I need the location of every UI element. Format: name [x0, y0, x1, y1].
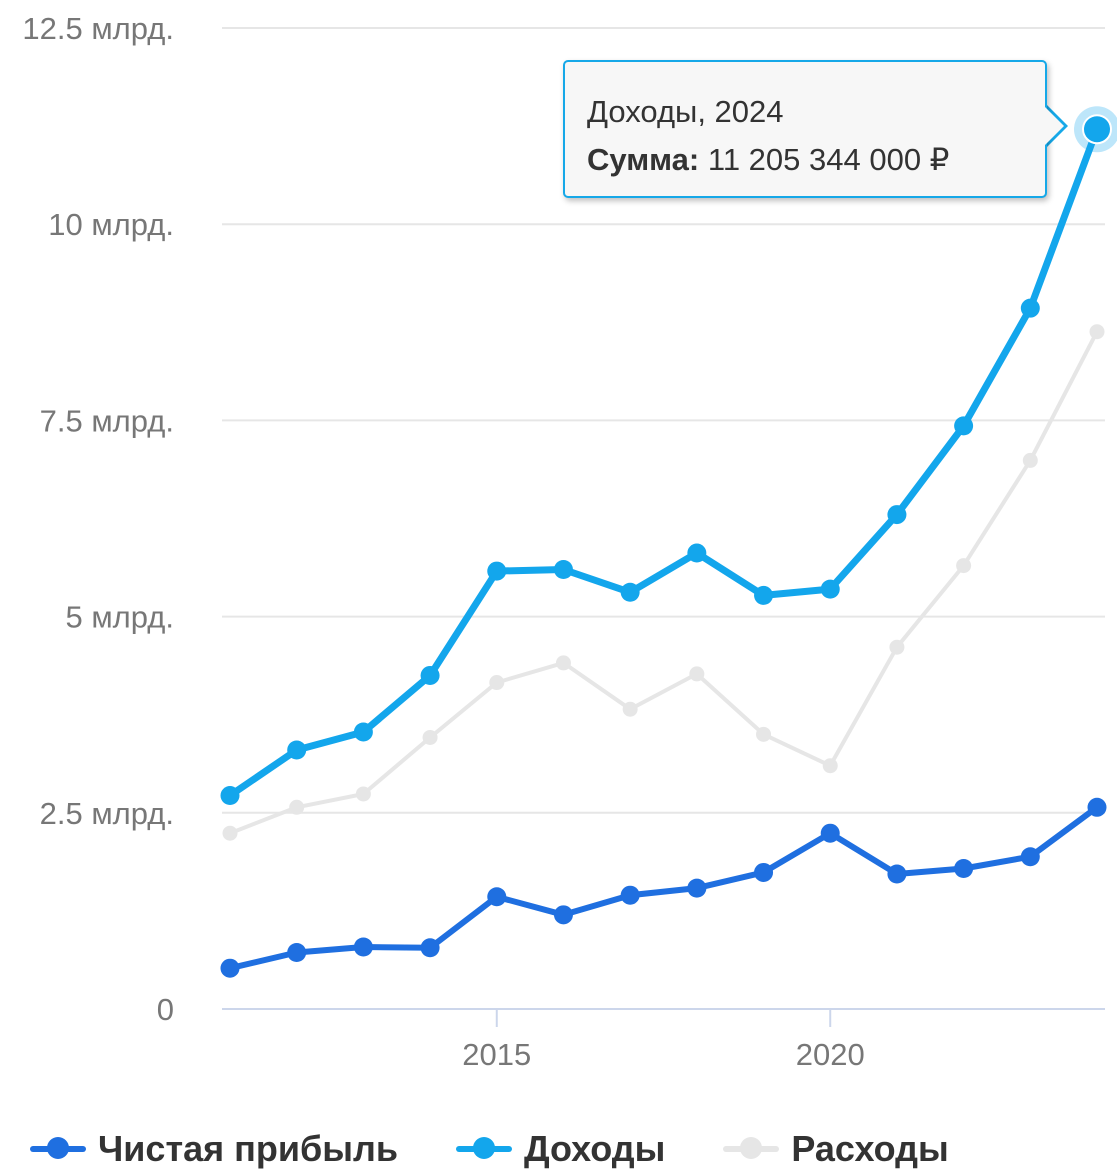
- data-point[interactable]: [553, 560, 573, 580]
- data-point[interactable]: [1020, 298, 1040, 318]
- legend-symbol: [723, 1137, 780, 1161]
- line-chart: 0 2.5 млрд. 5 млрд. 7.5 млрд. 10 млрд. 12.5 м…: [22, 11, 1117, 1072]
- data-point[interactable]: [954, 859, 974, 879]
- data-point[interactable]: [956, 558, 972, 574]
- x-axis: 2015 2020: [462, 1009, 865, 1072]
- data-point[interactable]: [689, 666, 705, 682]
- data-point[interactable]: [620, 885, 640, 905]
- legend-dot: [47, 1137, 69, 1159]
- series-0: [222, 324, 1105, 841]
- data-point[interactable]: [1022, 452, 1038, 468]
- series-line: [228, 329, 1099, 836]
- data-point[interactable]: [422, 729, 438, 745]
- data-point[interactable]: [822, 758, 838, 774]
- data-point[interactable]: [222, 825, 238, 841]
- data-point[interactable]: [1087, 797, 1107, 817]
- data-point[interactable]: [687, 543, 707, 563]
- series-line: [227, 804, 1100, 972]
- data-point[interactable]: [287, 942, 307, 962]
- y-axis: 0 2.5 млрд. 5 млрд. 7.5 млрд. 10 млрд. 12.5 м…: [22, 11, 174, 1027]
- data-point[interactable]: [353, 937, 373, 957]
- tooltip-title: Доходы, 2024: [587, 94, 784, 129]
- hover-point[interactable]: [1082, 114, 1112, 145]
- legend-item-income[interactable]: Доходы: [455, 1128, 666, 1170]
- y-tick-label: 0: [157, 992, 174, 1027]
- legend-dot: [472, 1137, 495, 1159]
- data-point[interactable]: [220, 786, 240, 806]
- data-point[interactable]: [887, 864, 907, 884]
- data-point[interactable]: [553, 905, 573, 925]
- data-point[interactable]: [487, 887, 507, 907]
- legend-item-net-profit[interactable]: Чистая прибыль: [30, 1128, 398, 1170]
- data-point[interactable]: [622, 701, 638, 717]
- y-tick-label: 7.5 млрд.: [40, 403, 174, 438]
- legend-item-expenses[interactable]: Расходы: [723, 1128, 949, 1170]
- series-1: [220, 119, 1107, 806]
- legend: Чистая прибыль Доходы Расходы: [30, 1124, 1007, 1174]
- data-point[interactable]: [289, 799, 305, 815]
- x-tick-label: 2015: [462, 1037, 531, 1072]
- data-point[interactable]: [954, 416, 974, 436]
- data-point[interactable]: [353, 722, 373, 742]
- data-point[interactable]: [420, 938, 440, 958]
- grid: [222, 27, 1105, 1010]
- tooltip-value: 11 205 344 000 ₽: [707, 142, 950, 177]
- legend-symbol: [30, 1137, 86, 1161]
- y-tick-label: 10 млрд.: [48, 207, 174, 242]
- data-point[interactable]: [555, 655, 571, 671]
- data-point[interactable]: [889, 639, 905, 655]
- legend-symbol: [455, 1137, 512, 1161]
- data-point[interactable]: [687, 878, 707, 898]
- series-layer: [220, 119, 1107, 978]
- data-point[interactable]: [220, 958, 240, 978]
- y-tick-label: 12.5 млрд.: [22, 11, 174, 46]
- data-point[interactable]: [756, 726, 772, 742]
- data-point[interactable]: [820, 579, 840, 599]
- legend-label: Доходы: [523, 1128, 666, 1169]
- tooltip-value-line: Сумма: 11 205 344 000 ₽: [587, 136, 1045, 184]
- data-point[interactable]: [754, 862, 774, 882]
- series-line: [226, 125, 1101, 799]
- tooltip: Доходы, 2024 Сумма: 11 205 344 000 ₽: [563, 60, 1047, 198]
- legend-label: Расходы: [791, 1128, 949, 1169]
- data-point[interactable]: [820, 823, 840, 843]
- data-point[interactable]: [620, 582, 640, 602]
- y-tick-label: 2.5 млрд.: [40, 796, 174, 831]
- tooltip-arrow-inner: [1045, 107, 1064, 145]
- data-point[interactable]: [887, 505, 907, 525]
- data-point[interactable]: [287, 740, 307, 760]
- data-point[interactable]: [487, 561, 507, 581]
- data-point[interactable]: [420, 665, 440, 685]
- data-point[interactable]: [1020, 847, 1040, 867]
- data-point[interactable]: [754, 585, 774, 605]
- tooltip-label: Сумма:: [587, 142, 700, 177]
- y-tick-label: 5 млрд.: [66, 600, 175, 635]
- highlight-layer: [1074, 106, 1117, 153]
- x-tick-label: 2020: [796, 1037, 865, 1072]
- data-point[interactable]: [489, 675, 505, 691]
- legend-label: Чистая прибыль: [98, 1128, 398, 1169]
- series-2: [220, 797, 1107, 978]
- legend-dot: [740, 1137, 763, 1159]
- data-point[interactable]: [355, 786, 371, 802]
- data-point[interactable]: [1089, 324, 1105, 340]
